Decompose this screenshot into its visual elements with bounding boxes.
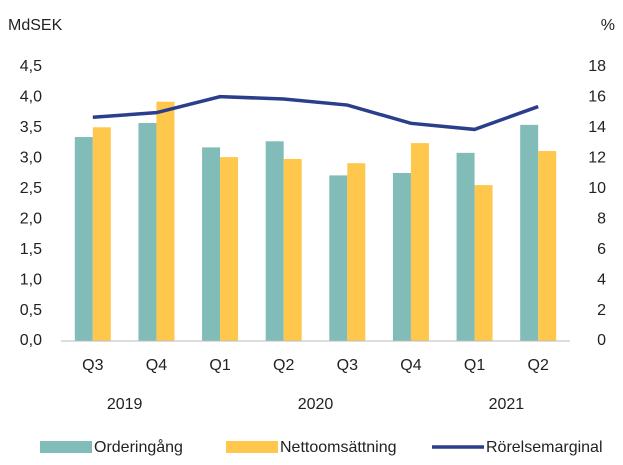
y-tick-label: 0,0 [20,332,42,349]
y2-tick-label: 6 [597,241,606,258]
x-group-label: 2019 [107,396,143,413]
y-tick-label: 1,0 [20,271,42,288]
bar [456,152,475,341]
bar [138,123,157,341]
y-tick-label: 3,5 [20,119,42,136]
y-tick-label: 4,5 [20,58,42,75]
bar [265,141,284,341]
bar [520,124,539,341]
bar [410,143,429,341]
y2-tick-label: 8 [597,210,606,227]
x-group-label: 2020 [298,396,334,413]
y2-tick-label: 0 [597,332,606,349]
x-tick-label: Q2 [528,357,549,374]
legend-swatch [40,441,92,453]
y2-axis-label: % [601,17,615,34]
x-tick-label: Q3 [82,357,103,374]
y-tick-label: 0,5 [20,302,42,319]
x-tick-label: Q3 [337,357,358,374]
y-tick-label: 1,5 [20,241,42,258]
y2-tick-label: 12 [588,150,606,167]
bar [538,151,557,341]
x-tick-label: Q1 [209,357,230,374]
line-series [92,94,539,132]
legend-label: Rörelsemarginal [486,439,603,456]
y2-tick-label: 10 [588,180,606,197]
y2-tick-label: 4 [597,271,606,288]
legend-label: Nettoomsättning [280,439,397,456]
bar [392,172,411,341]
y2-tick-label: 2 [597,302,606,319]
bar [74,137,93,341]
legend-swatch [226,441,278,453]
bar [474,185,493,341]
bar [92,127,111,341]
x-group-label: 2021 [489,396,525,413]
x-tick-label: Q1 [464,357,485,374]
y-tick-label: 2,5 [20,180,42,197]
bar [329,175,348,341]
legend-label: Orderingång [94,438,183,456]
bar [347,163,366,341]
bar [220,157,239,341]
bar [202,147,221,341]
bar [283,158,302,341]
y-tick-label: 4,0 [20,89,42,106]
y-axis-label: MdSEK [8,17,63,34]
y2-tick-label: 16 [588,89,606,106]
x-tick-label: Q4 [400,357,421,374]
x-tick-label: Q4 [146,357,167,374]
y-tick-label: 3,0 [20,150,42,167]
bar [156,101,175,341]
y2-tick-label: 18 [588,58,606,75]
y-tick-label: 2,0 [20,210,42,227]
y2-tick-label: 14 [588,119,606,136]
x-tick-label: Q2 [273,357,294,374]
